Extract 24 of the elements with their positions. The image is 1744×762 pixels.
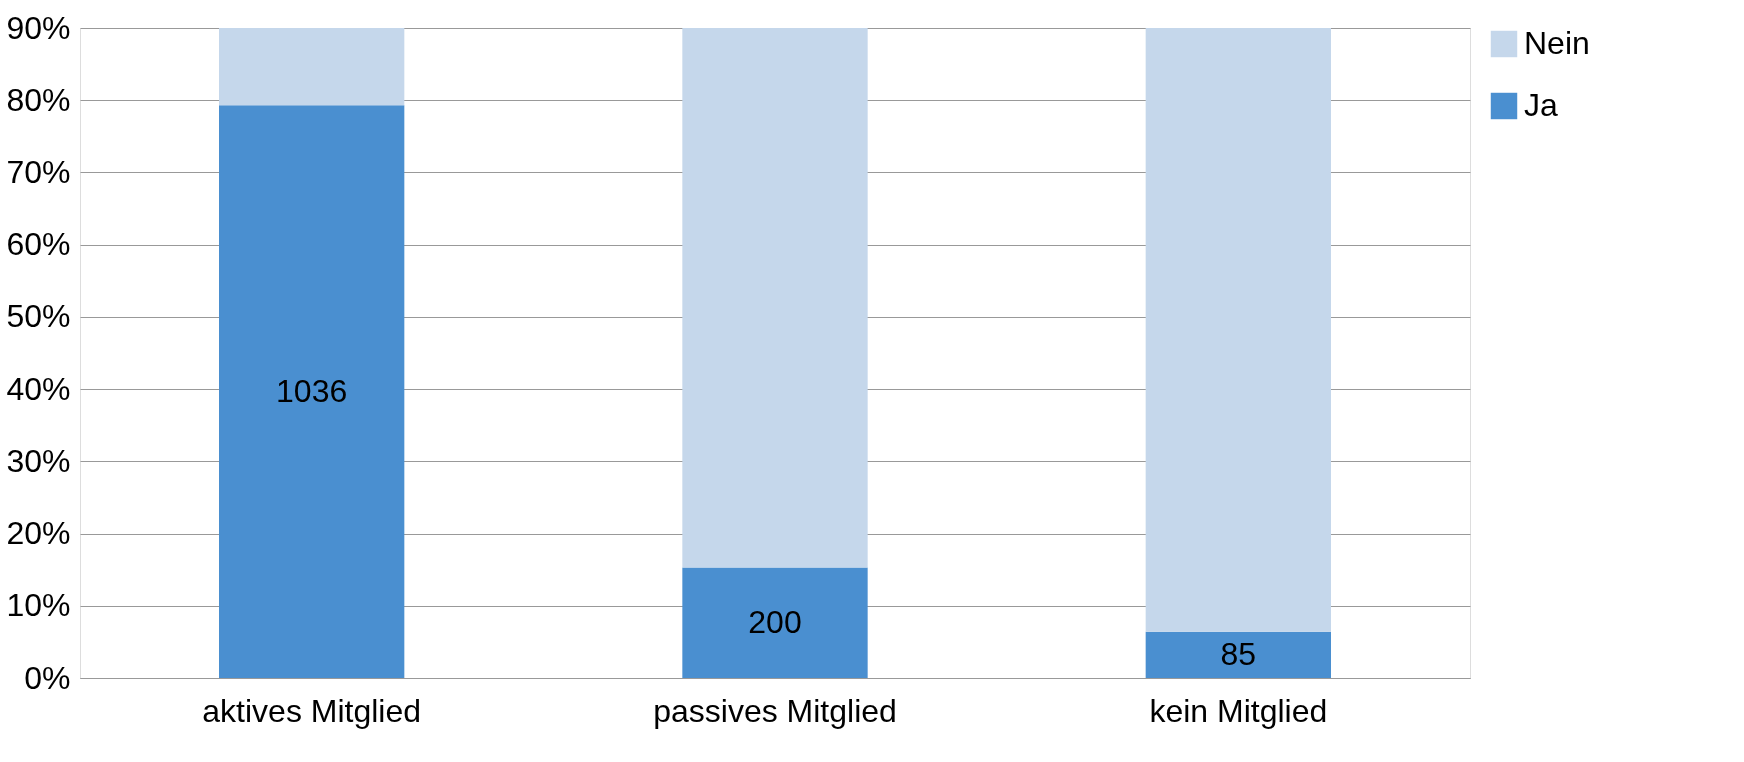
x-tick-label: kein Mitglied: [1149, 692, 1328, 729]
annotation: 1036: [276, 372, 348, 409]
y-tick-label: 80%: [6, 81, 71, 118]
y-tick-label: 10%: [6, 587, 71, 624]
legend-label: Ja: [1524, 87, 1558, 123]
x-tick-label: aktives Mitglied: [202, 692, 422, 729]
legend-label: Nein: [1524, 25, 1590, 61]
x-tick-label: passives Mitglied: [653, 692, 897, 729]
y-tick-label: 20%: [6, 515, 71, 552]
y-tick-label: 70%: [6, 153, 71, 190]
bar: [682, 567, 868, 678]
bar: [219, 105, 405, 678]
bar: [1145, 28, 1331, 632]
y-tick-label: 40%: [6, 370, 71, 407]
y-tick-label: 50%: [6, 298, 71, 335]
bar: [219, 28, 405, 106]
y-tick-label: 0%: [24, 659, 71, 696]
y-tick-label: 30%: [6, 442, 71, 479]
annotation: 200: [748, 603, 802, 640]
bar: [1145, 631, 1331, 678]
annotation: 85: [1220, 635, 1257, 672]
y-tick-label: 90%: [6, 9, 71, 46]
bar: [682, 28, 868, 568]
y-tick-label: 60%: [6, 226, 71, 263]
